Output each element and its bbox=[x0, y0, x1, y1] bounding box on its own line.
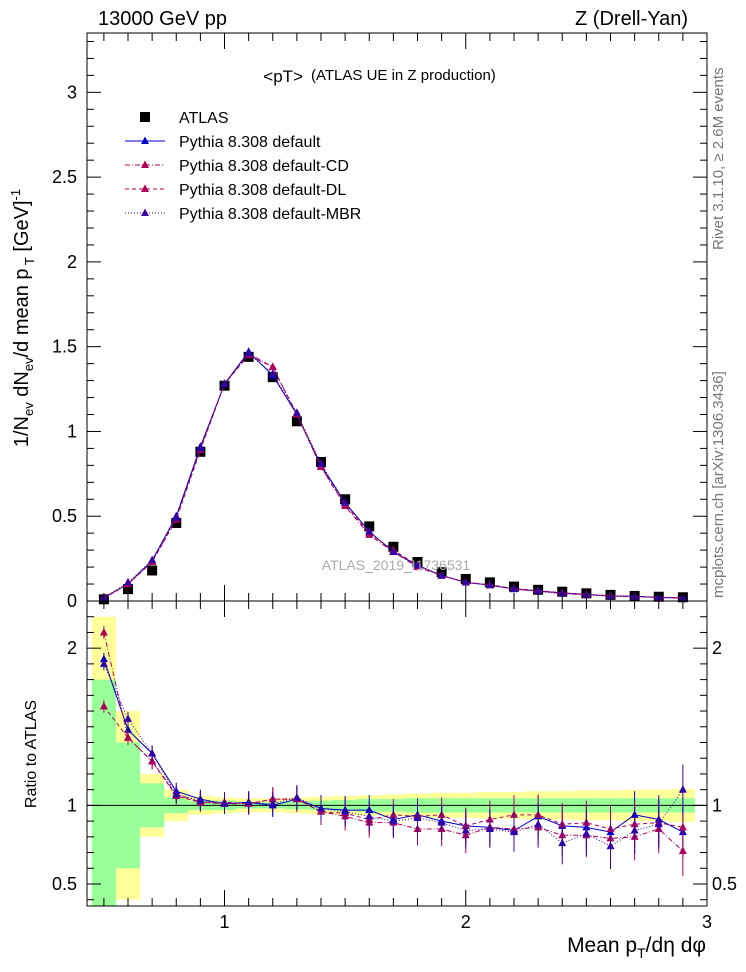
data-point-mc bbox=[220, 379, 229, 387]
ratio-point bbox=[292, 793, 301, 801]
y-tick-label: 1 bbox=[67, 421, 77, 441]
ratio-point bbox=[317, 804, 326, 812]
ratio-point bbox=[510, 827, 519, 836]
data-point-mc bbox=[365, 526, 374, 535]
ratio-frame bbox=[86, 600, 708, 907]
mcplots-label: mcplots.cern.ch [arXiv:1306.3436] bbox=[710, 371, 727, 598]
data-point-mc bbox=[341, 498, 350, 506]
ratio-point bbox=[172, 789, 181, 798]
data-point-mc bbox=[196, 443, 205, 452]
ratio-point bbox=[99, 627, 108, 636]
ratio-y-tick-label-right: 0.5 bbox=[712, 874, 737, 894]
ratio-point bbox=[99, 701, 108, 710]
data-point-mc bbox=[389, 547, 398, 555]
legend-label: Pythia 8.308 default-MBR bbox=[179, 206, 361, 223]
y-tick-label: 2.5 bbox=[52, 167, 77, 187]
ratio-panel: 0.5 0.5 1 1 2 2 1 2 3 Ratio to ATLAS Mean pT/dη … bbox=[23, 600, 737, 961]
ratio-point bbox=[606, 841, 615, 850]
legend-label: Pythia 8.308 default-CD bbox=[179, 158, 349, 175]
header-right: Z (Drell-Yan) bbox=[575, 8, 688, 30]
ratio-point bbox=[244, 797, 253, 806]
ratio-point bbox=[485, 824, 494, 832]
y-tick-label: 0 bbox=[67, 591, 77, 611]
ratio-point bbox=[558, 838, 567, 847]
ratio-xlabel: Mean pT/dη dφ bbox=[567, 934, 706, 961]
ratio-point bbox=[678, 822, 687, 831]
data-point-mc bbox=[437, 571, 446, 579]
legend-marker bbox=[141, 208, 149, 216]
data-point-atlas bbox=[364, 521, 375, 532]
legend-label: Pythia 8.308 default bbox=[179, 134, 321, 151]
main-panel: 0 0.5 1 1.5 2 2.5 3 <pT> (ATLAS UE in Z produc… bbox=[8, 32, 708, 611]
legend-marker bbox=[141, 160, 149, 168]
legend-label: Pythia 8.308 default-DL bbox=[179, 182, 346, 199]
ratio-point bbox=[413, 813, 422, 821]
ratio-point bbox=[389, 816, 398, 825]
legend: ATLAS Pythia 8.308 default Pythia 8.308 de… bbox=[125, 110, 361, 223]
ratio-point bbox=[630, 826, 639, 834]
y-tick-label: 0.5 bbox=[52, 506, 77, 526]
ratio-point bbox=[534, 819, 543, 828]
ratio-point bbox=[220, 799, 229, 807]
header-left: 13000 GeV pp bbox=[98, 8, 227, 30]
ratio-point bbox=[654, 819, 663, 828]
data-point-mc bbox=[268, 362, 277, 371]
data-point-mc bbox=[485, 580, 494, 589]
data-point-mc bbox=[558, 589, 567, 597]
data-point-mc bbox=[148, 555, 157, 564]
data-point-atlas bbox=[291, 416, 302, 427]
ratio-point bbox=[437, 818, 446, 826]
plot-subtitle: (ATLAS UE in Z production) bbox=[311, 67, 496, 84]
ratio-point bbox=[124, 714, 133, 722]
ratio-point bbox=[148, 749, 157, 757]
ratio-point bbox=[582, 829, 591, 837]
data-point-mc bbox=[172, 513, 181, 521]
ratio-point bbox=[268, 799, 277, 807]
ratio-point bbox=[341, 807, 350, 815]
data-point-mc bbox=[413, 560, 422, 569]
y-tick-label: 1.5 bbox=[52, 337, 77, 357]
ratio-y-tick-label: 0.5 bbox=[52, 874, 77, 894]
ratio-point bbox=[678, 785, 687, 793]
x-tick-label: 3 bbox=[702, 912, 712, 932]
ratio-point bbox=[461, 826, 470, 834]
data-point-mc bbox=[244, 348, 253, 357]
data-point-mc bbox=[461, 577, 470, 586]
legend-marker bbox=[141, 184, 149, 192]
x-tick-label: 1 bbox=[220, 912, 230, 932]
legend-marker bbox=[141, 136, 149, 144]
data-point-mc bbox=[268, 369, 277, 377]
ratio-y-tick-label-right: 2 bbox=[712, 638, 722, 658]
legend-marker bbox=[140, 112, 150, 122]
y-tick-label: 2 bbox=[67, 252, 77, 272]
data-point-atlas bbox=[123, 584, 134, 595]
rivet-label: Rivet 3.1.10, ≥ 2.6M events bbox=[710, 68, 727, 251]
main-ylabel: 1/Nev dNev/d mean p T [GeV]-1 bbox=[8, 189, 37, 447]
ratio-y-tick-label-right: 1 bbox=[712, 795, 722, 815]
ratio-point bbox=[196, 796, 205, 804]
data-point-mc bbox=[534, 586, 543, 595]
plot-title: <pT> bbox=[263, 67, 303, 86]
y-tick-label: 3 bbox=[67, 82, 77, 102]
data-point-mc bbox=[510, 584, 519, 593]
ratio-point bbox=[365, 811, 374, 820]
ratio-point bbox=[99, 659, 108, 667]
ratio-y-tick-label: 2 bbox=[67, 638, 77, 658]
data-point-mc bbox=[317, 459, 326, 467]
data-point-mc bbox=[292, 408, 301, 416]
data-point-atlas bbox=[171, 518, 182, 529]
legend-label: ATLAS bbox=[179, 110, 229, 127]
ratio-y-tick-label: 1 bbox=[67, 795, 77, 815]
x-tick-label: 2 bbox=[461, 912, 471, 932]
data-point-mc bbox=[124, 577, 133, 586]
band-inner bbox=[91, 679, 116, 906]
watermark: ATLAS_2019_I1736531 bbox=[322, 557, 471, 573]
ratio-ylabel: Ratio to ATLAS bbox=[23, 700, 40, 808]
data-point-atlas bbox=[147, 565, 158, 576]
ratio-point bbox=[124, 733, 133, 741]
